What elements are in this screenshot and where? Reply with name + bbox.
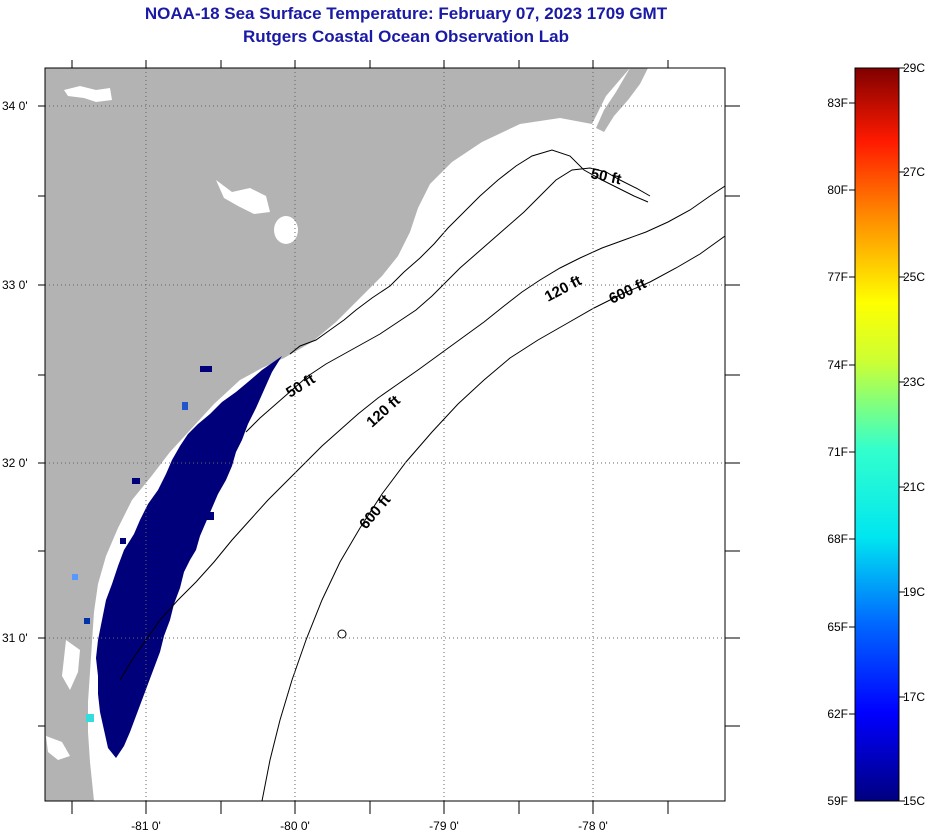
isobath-120ft (119, 185, 725, 681)
cold-sst-region (96, 356, 282, 758)
lon-label: -78 0' (578, 819, 608, 832)
colorbar-label-c: 29C (903, 61, 925, 75)
colorbar-label-f: 68F (827, 532, 848, 546)
colorbar-label-f: 62F (827, 707, 848, 721)
tick-marks (38, 60, 740, 814)
lake (216, 180, 270, 214)
colorbar-label-f: 71F (827, 445, 848, 459)
lon-label: -80 0' (280, 819, 310, 832)
colorbar-label-f: 83F (827, 96, 848, 110)
cloud-gap (62, 640, 80, 690)
colorbar-label-c: 23C (903, 375, 925, 389)
graticule (45, 68, 725, 801)
lat-label: 32 0' (2, 456, 28, 470)
colorbar-label-c: 21C (903, 480, 925, 494)
colorbar-label-c: 17C (903, 690, 925, 704)
lat-label: 34 0' (2, 99, 28, 113)
isobath-50ft (245, 167, 651, 433)
colorbar-label-f: 59F (827, 794, 848, 808)
colorbar-label-f: 77F (827, 270, 848, 284)
colorbar-label-c: 19C (903, 585, 925, 599)
map-subtitle: Rutgers Coastal Ocean Observation Lab (243, 27, 569, 46)
isobath-label: 50 ft (589, 165, 623, 188)
lon-label: -81 0' (131, 819, 161, 832)
lon-label: -79 0' (429, 819, 459, 832)
map-frame (44, 67, 726, 802)
colorbar-label-c: 15C (903, 794, 925, 808)
colorbar-label-c: 25C (903, 270, 925, 284)
lat-label: 31 0' (2, 631, 28, 645)
colorbar-label-f: 80F (827, 183, 848, 197)
colorbar-label-f: 65F (827, 620, 848, 634)
coastline (289, 149, 649, 355)
lake (64, 86, 112, 102)
land-peninsula (596, 68, 648, 132)
isobath-600ft (261, 235, 725, 801)
cloud-gap (46, 736, 70, 760)
land-mass (45, 68, 630, 801)
lat-label: 33 0' (2, 278, 28, 292)
colorbar-label-f: 74F (827, 358, 848, 372)
colorbar-label-c: 27C (903, 165, 925, 179)
colorbar (854, 67, 900, 802)
lake (274, 216, 298, 244)
colorbar-ticks (849, 67, 905, 802)
map-title: NOAA-18 Sea Surface Temperature: Februar… (144, 4, 668, 23)
